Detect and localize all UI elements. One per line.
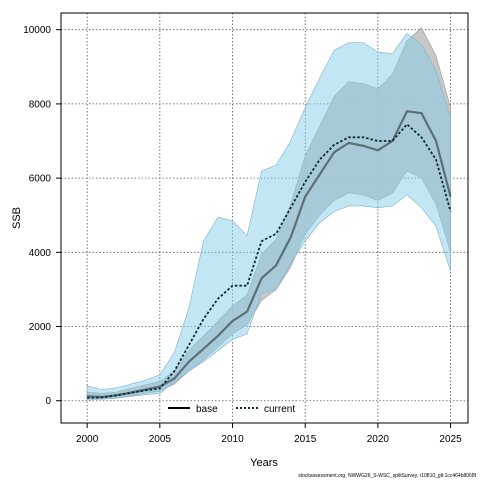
line-base (87, 110, 452, 399)
x-tick-label-0: 2000 (76, 434, 99, 445)
y-tick-label-5: 10000 (23, 25, 51, 36)
y-tick-label-4: 8000 (29, 99, 52, 110)
axes: 2000 2005 2010 2015 2020 2025 0 2000 4000 6000 800… (23, 12, 469, 445)
band-current (86, 32, 451, 401)
y-tick-label-1: 2000 (29, 322, 52, 333)
legend-label-current: current (264, 404, 295, 415)
plot-frame (60, 12, 469, 424)
y-tick-label-0: 0 (45, 396, 51, 407)
x-tick-label-1: 2005 (149, 434, 172, 445)
line-current (87, 123, 452, 399)
x-tick-label-2: 2010 (221, 434, 244, 445)
x-tick-label-3: 2015 (294, 434, 317, 445)
y-axis-label: SSB (11, 207, 23, 229)
footnote: stockassessment.org, NWWG26_S-WSC_splitS… (298, 473, 476, 479)
legend: base current (168, 404, 295, 415)
y-tick-label-3: 6000 (29, 174, 52, 185)
legend-label-base: base (196, 404, 218, 415)
x-axis-label: Years (250, 457, 278, 469)
series-lines (87, 110, 452, 399)
confidence-bands (86, 27, 451, 401)
y-tick-label-2: 4000 (29, 248, 52, 259)
x-tick-label-4: 2020 (367, 434, 390, 445)
x-tick-label-5: 2025 (439, 434, 462, 445)
